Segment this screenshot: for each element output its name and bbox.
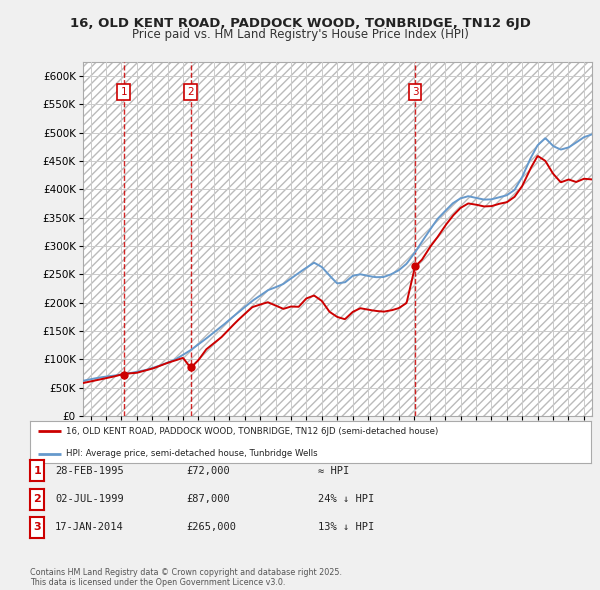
Text: 1: 1 bbox=[121, 87, 127, 97]
Text: 28-FEB-1995: 28-FEB-1995 bbox=[55, 466, 124, 476]
Text: 17-JAN-2014: 17-JAN-2014 bbox=[55, 523, 124, 532]
Text: 24% ↓ HPI: 24% ↓ HPI bbox=[318, 494, 374, 504]
Text: £265,000: £265,000 bbox=[186, 523, 236, 532]
Text: £87,000: £87,000 bbox=[186, 494, 230, 504]
Text: 3: 3 bbox=[34, 523, 41, 532]
Text: £72,000: £72,000 bbox=[186, 466, 230, 476]
Text: 2: 2 bbox=[34, 494, 41, 504]
Text: 13% ↓ HPI: 13% ↓ HPI bbox=[318, 523, 374, 532]
Text: 3: 3 bbox=[412, 87, 418, 97]
Text: Contains HM Land Registry data © Crown copyright and database right 2025.
This d: Contains HM Land Registry data © Crown c… bbox=[30, 568, 342, 587]
Text: ≈ HPI: ≈ HPI bbox=[318, 466, 349, 476]
Text: 2: 2 bbox=[187, 87, 194, 97]
Text: Price paid vs. HM Land Registry's House Price Index (HPI): Price paid vs. HM Land Registry's House … bbox=[131, 28, 469, 41]
Text: 16, OLD KENT ROAD, PADDOCK WOOD, TONBRIDGE, TN12 6JD (semi-detached house): 16, OLD KENT ROAD, PADDOCK WOOD, TONBRID… bbox=[67, 427, 439, 436]
Text: HPI: Average price, semi-detached house, Tunbridge Wells: HPI: Average price, semi-detached house,… bbox=[67, 450, 318, 458]
Text: 02-JUL-1999: 02-JUL-1999 bbox=[55, 494, 124, 504]
Text: 16, OLD KENT ROAD, PADDOCK WOOD, TONBRIDGE, TN12 6JD: 16, OLD KENT ROAD, PADDOCK WOOD, TONBRID… bbox=[70, 17, 530, 30]
Text: 1: 1 bbox=[34, 466, 41, 476]
